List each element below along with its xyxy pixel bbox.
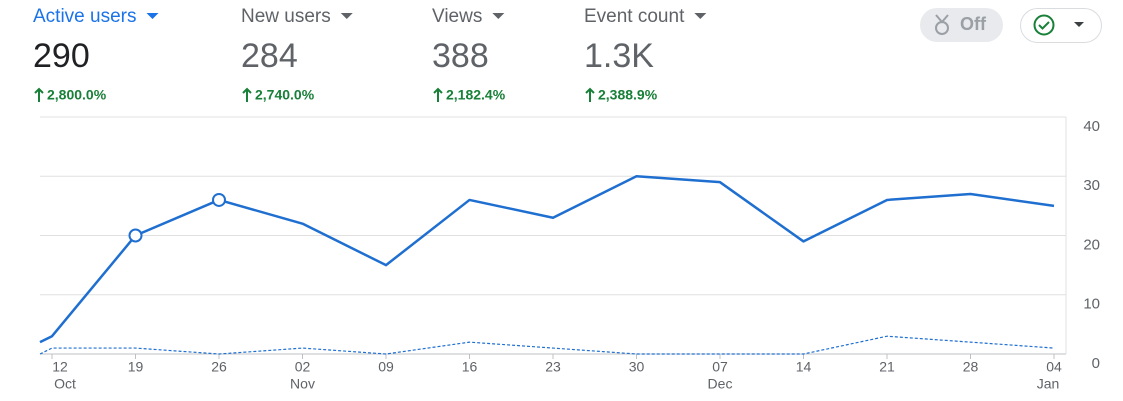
metric-name[interactable]: Event count	[584, 6, 685, 27]
dropdown-arrow	[492, 13, 505, 19]
metric-name[interactable]: Active users	[33, 6, 136, 27]
metric-change: 2,740.0%	[255, 87, 315, 103]
metric-change: 2,800.0%	[47, 87, 107, 103]
point-marker	[128, 228, 143, 243]
y-tick-label: 20	[1083, 236, 1100, 253]
metric-change: 2,388.9%	[598, 87, 658, 103]
y-tick-label: 0	[1092, 355, 1100, 372]
x-tick-label: 30	[629, 359, 645, 375]
comparison-line	[39, 335, 1055, 355]
x-month-label: Jan	[1037, 376, 1060, 392]
metric-name[interactable]: New users	[241, 6, 331, 27]
y-tick-label: 30	[1083, 177, 1100, 194]
x-tick-label: 26	[211, 359, 227, 375]
up-arrow	[585, 87, 595, 102]
x-tick-label: 02	[295, 359, 311, 375]
up-arrow	[242, 87, 252, 102]
y-tick-label: 40	[1083, 118, 1100, 135]
x-tick-label: 23	[545, 359, 561, 375]
x-tick-label: 12	[52, 359, 68, 375]
status-button[interactable]	[1020, 8, 1102, 43]
x-tick-label: 28	[963, 359, 979, 375]
x-month-label: Oct	[54, 376, 76, 392]
point-marker	[212, 192, 226, 207]
dropdown-arrow	[340, 13, 353, 19]
metric-value: 388	[432, 37, 489, 75]
x-tick-label: 19	[128, 359, 144, 375]
metric-value: 290	[33, 37, 90, 75]
dropdown-arrow	[146, 13, 159, 19]
x-tick-label: 07	[712, 359, 728, 375]
metric-value: 284	[241, 37, 298, 75]
x-tick-label: 21	[879, 359, 895, 375]
check-mark	[1038, 21, 1050, 30]
metric-tabs: Active users 290 2,800.0% New users 284 2,740…	[33, 6, 707, 103]
series-line	[39, 175, 1055, 344]
up-arrow	[433, 87, 443, 102]
metric-name[interactable]: Views	[432, 6, 482, 27]
x-tick-label: 09	[378, 359, 394, 375]
x-month-label: Nov	[290, 376, 315, 392]
dropdown-arrow	[694, 13, 707, 19]
dropdown-arrow	[1074, 22, 1084, 27]
check-icon	[1033, 14, 1055, 36]
up-arrow	[34, 87, 44, 102]
x-month-label: Dec	[708, 376, 733, 392]
metric-value: 1.3K	[584, 37, 654, 75]
y-tick-label: 10	[1083, 296, 1100, 313]
toggle-icon	[935, 14, 949, 35]
toggle-label: Off	[960, 14, 987, 34]
x-tick-label: 04	[1046, 359, 1062, 375]
metric-change: 2,182.4%	[446, 87, 506, 103]
x-tick-label: 16	[462, 359, 478, 375]
x-tick-label: 14	[796, 359, 812, 375]
